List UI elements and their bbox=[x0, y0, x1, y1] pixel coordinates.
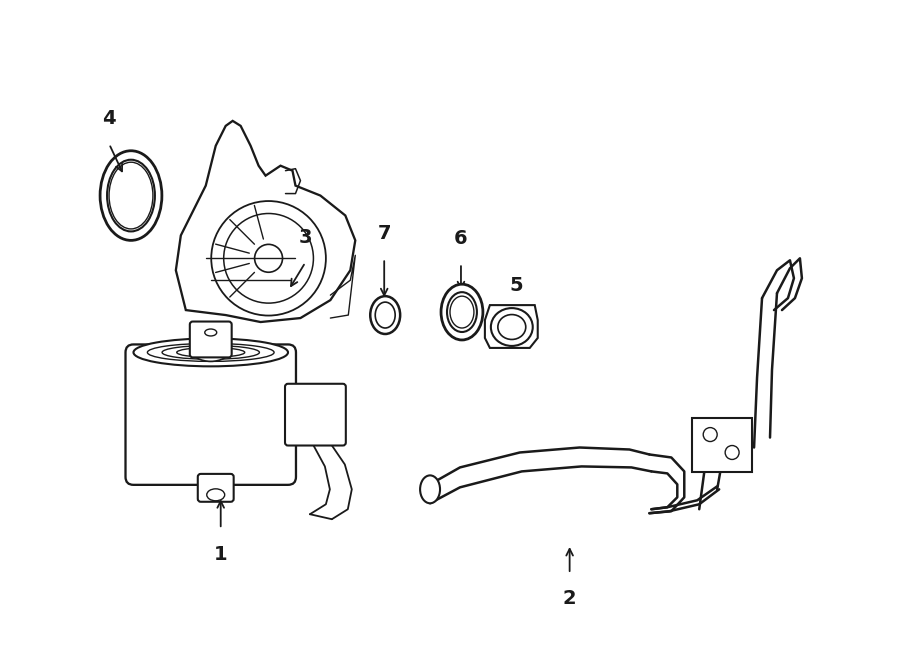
Text: 2: 2 bbox=[562, 590, 576, 608]
Ellipse shape bbox=[133, 338, 288, 366]
Ellipse shape bbox=[375, 302, 395, 328]
Text: 5: 5 bbox=[509, 276, 523, 295]
Polygon shape bbox=[485, 305, 537, 348]
Ellipse shape bbox=[703, 428, 717, 442]
Text: 6: 6 bbox=[454, 229, 468, 248]
Text: 7: 7 bbox=[377, 224, 391, 243]
FancyBboxPatch shape bbox=[190, 321, 231, 358]
Ellipse shape bbox=[725, 446, 739, 459]
Text: 3: 3 bbox=[299, 228, 312, 247]
FancyBboxPatch shape bbox=[285, 384, 346, 446]
Ellipse shape bbox=[109, 162, 153, 229]
FancyBboxPatch shape bbox=[125, 344, 296, 485]
Ellipse shape bbox=[107, 160, 155, 231]
Ellipse shape bbox=[192, 340, 230, 362]
Ellipse shape bbox=[207, 489, 225, 501]
Polygon shape bbox=[176, 121, 356, 322]
Ellipse shape bbox=[441, 284, 483, 340]
FancyBboxPatch shape bbox=[198, 474, 234, 502]
Polygon shape bbox=[692, 418, 752, 473]
Ellipse shape bbox=[100, 151, 162, 241]
Ellipse shape bbox=[205, 329, 217, 336]
Text: 4: 4 bbox=[103, 109, 116, 128]
Ellipse shape bbox=[370, 296, 400, 334]
Ellipse shape bbox=[447, 292, 477, 332]
Ellipse shape bbox=[498, 315, 526, 340]
Ellipse shape bbox=[450, 296, 474, 328]
Ellipse shape bbox=[491, 308, 533, 346]
Ellipse shape bbox=[420, 475, 440, 503]
Text: 1: 1 bbox=[214, 545, 228, 564]
